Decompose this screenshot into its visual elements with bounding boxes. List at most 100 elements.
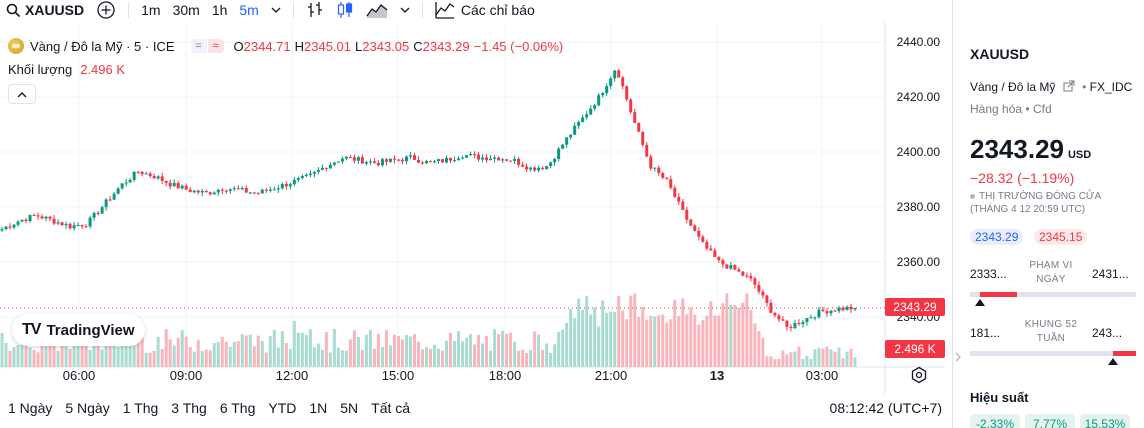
candle-body	[785, 320, 789, 327]
volume-bar	[36, 352, 40, 367]
volume-bar	[208, 350, 212, 367]
external-link-icon[interactable]	[1063, 80, 1075, 92]
price-tick-label: 2380.00	[897, 200, 941, 214]
volume-bar	[156, 336, 160, 367]
candle-body	[152, 176, 156, 179]
panel-exchange[interactable]: FX_IDC	[1089, 80, 1133, 94]
range-1m[interactable]: 1 Thg	[122, 400, 159, 416]
symbol-search-button[interactable]: XAUUSD	[0, 0, 90, 20]
volume-bar	[657, 315, 661, 367]
range-1y[interactable]: 1N	[309, 400, 328, 416]
bid-price-badge: 2343.29	[970, 229, 1024, 245]
candle-body	[849, 306, 853, 310]
interval-dropdown-button[interactable]	[265, 0, 287, 20]
volume-bar	[781, 350, 785, 367]
range-5d[interactable]: 5 Ngày	[65, 400, 110, 416]
chart-settings-button[interactable]	[910, 366, 928, 384]
candle-body	[645, 144, 649, 157]
chevron-right-icon	[955, 352, 961, 362]
volume-bar	[509, 332, 513, 367]
volume-tag: 2.496 K	[885, 340, 945, 358]
price-chart[interactable]: 2440.002420.002400.002380.002360.002340.…	[0, 22, 945, 394]
range-6m[interactable]: 6 Thg	[219, 400, 256, 416]
volume-bar	[481, 343, 485, 367]
chart-area[interactable]: 2440.00 2420.00 2400.00 2380.00 2360.00 2340.…	[0, 22, 945, 394]
indicators-button[interactable]: Các chỉ báo	[429, 0, 541, 20]
last-price-tag: 2343.29	[885, 298, 945, 316]
volume-bar	[521, 349, 525, 367]
volume-bar	[557, 332, 561, 367]
volume-bar	[745, 293, 749, 367]
candle-body	[32, 214, 36, 216]
candle-body	[829, 310, 833, 314]
volume-bar	[364, 334, 368, 367]
volume-bar	[629, 295, 633, 367]
panel-description-text[interactable]: Vàng / Đô la Mỹ	[970, 80, 1056, 94]
gear-icon	[911, 366, 927, 384]
separator-dot: •	[1082, 80, 1087, 94]
performance-chip-1[interactable]: -2.33%	[970, 414, 1020, 428]
candle-body	[693, 225, 697, 231]
candle-body	[324, 167, 328, 169]
area-style-button[interactable]	[360, 0, 394, 20]
volume-bar	[424, 347, 428, 367]
open-value: 2344.71	[243, 38, 291, 54]
interval-30m[interactable]: 30m	[172, 2, 200, 18]
range-5y[interactable]: 5N	[340, 400, 359, 416]
volume-bar	[316, 343, 320, 367]
candle-body	[60, 222, 64, 226]
close-label: C	[413, 38, 423, 54]
market-status-time: (THÁNG 4 12 20:59 UTC)	[970, 204, 1086, 215]
interval-1h[interactable]: 1h	[211, 2, 228, 18]
interval-1m[interactable]: 1m	[141, 2, 161, 18]
legend-toggle-pill[interactable]: = ≈	[190, 39, 224, 53]
volume-bar	[140, 337, 144, 367]
volume-bar	[408, 336, 412, 367]
candle-body	[553, 158, 557, 163]
legend-collapse-button[interactable]	[8, 84, 36, 104]
tradingview-logo[interactable]: TV TradingView	[12, 314, 145, 346]
candle-body	[380, 159, 384, 166]
candle-body	[521, 164, 525, 167]
volume-bar	[685, 314, 689, 367]
candle-body	[705, 241, 709, 249]
bar-style-button[interactable]	[300, 0, 330, 20]
interval-5m[interactable]: 5m	[239, 2, 259, 18]
range-all[interactable]: Tất cả	[371, 400, 411, 416]
candle-body	[284, 183, 288, 187]
range-ytd[interactable]: YTD	[268, 400, 297, 416]
volume-bar	[597, 326, 601, 367]
candle-body	[545, 166, 549, 169]
timezone-clock[interactable]: 08:12:42 (UTC+7)	[829, 400, 942, 416]
compare-add-button[interactable]	[90, 0, 122, 20]
candle-body	[593, 105, 597, 109]
performance-chip-2[interactable]: 7.77%	[1025, 414, 1075, 428]
volume-bar	[705, 315, 709, 367]
volume-bar	[505, 333, 509, 367]
volume-bar	[569, 309, 573, 367]
candle-body	[697, 230, 701, 237]
volume-bar	[805, 356, 809, 367]
chart-type-dropdown-button[interactable]	[394, 0, 416, 20]
volume-bar	[380, 347, 384, 367]
panel-collapse-handle[interactable]	[953, 346, 962, 368]
volume-bar	[773, 359, 777, 367]
candle-body	[308, 173, 312, 176]
legend-title[interactable]: Vàng / Đô la Mỹ · 5 · ICE	[30, 38, 175, 54]
range-1d[interactable]: 1 Ngày	[8, 400, 53, 416]
volume-label[interactable]: Khối lượng	[8, 62, 73, 77]
candle-style-button[interactable]	[330, 0, 360, 20]
volume-bar	[192, 351, 196, 367]
candle-body	[841, 307, 845, 311]
candle-body	[721, 260, 725, 265]
candle-body	[461, 157, 465, 159]
volume-bar	[224, 341, 228, 367]
performance-chip-3[interactable]: 15.53%	[1080, 414, 1130, 428]
candle-body	[713, 250, 717, 258]
candle-body	[517, 158, 521, 165]
candle-body	[236, 188, 240, 190]
candle-body	[749, 276, 753, 279]
volume-bar	[473, 344, 477, 367]
range-3m[interactable]: 3 Thg	[171, 400, 207, 416]
volume-bar	[304, 334, 308, 367]
